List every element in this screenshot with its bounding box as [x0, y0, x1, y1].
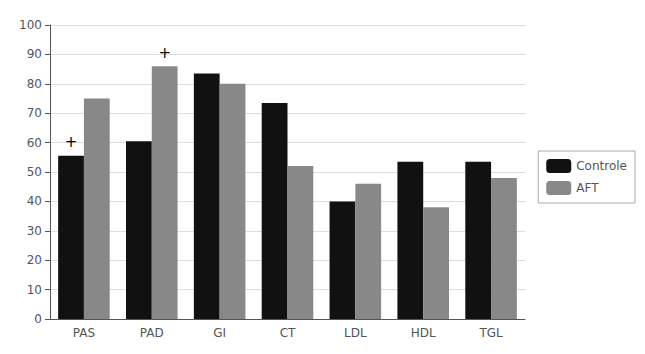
svg-text:20: 20 [27, 253, 42, 267]
svg-text:HDL: HDL [411, 326, 436, 340]
svg-text:PAS: PAS [73, 326, 95, 340]
svg-text:40: 40 [27, 194, 42, 208]
svg-text:0: 0 [34, 312, 42, 326]
svg-text:10: 10 [27, 283, 42, 297]
svg-text:100: 100 [19, 18, 42, 32]
svg-text:60: 60 [27, 136, 42, 150]
svg-text:CT: CT [280, 326, 296, 340]
svg-text:80: 80 [27, 77, 42, 91]
svg-text:+: + [65, 133, 78, 151]
svg-text:PAD: PAD [140, 326, 164, 340]
svg-text:50: 50 [27, 165, 42, 179]
svg-text:LDL: LDL [344, 326, 367, 340]
svg-text:+: + [158, 44, 171, 62]
svg-text:Controle: Controle [576, 159, 627, 173]
svg-text:GI: GI [213, 326, 226, 340]
svg-text:TGL: TGL [478, 326, 503, 340]
svg-text:AFT: AFT [576, 181, 599, 195]
svg-text:70: 70 [27, 106, 42, 120]
svg-text:30: 30 [27, 224, 42, 238]
svg-text:90: 90 [27, 47, 42, 61]
